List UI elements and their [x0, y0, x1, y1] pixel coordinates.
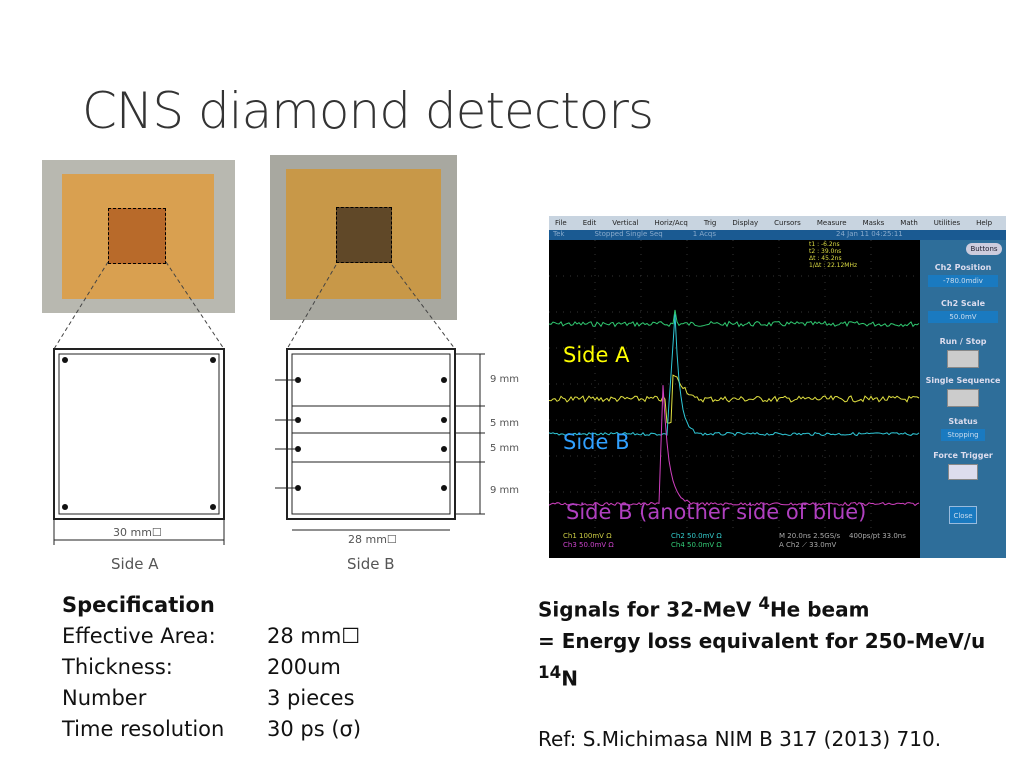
- menu-utilities: Utilities: [933, 219, 961, 227]
- ch2-setting: Ch2 50.0mV Ω: [671, 532, 722, 540]
- run-stop-label: Run / Stop: [939, 337, 987, 346]
- ch4-setting: Ch4 50.0mV Ω: [671, 541, 722, 549]
- force-trigger-button: [948, 464, 978, 480]
- ch1-setting: Ch1 100mV Ω: [563, 532, 612, 540]
- ch2-position-label: Ch2 Position: [934, 263, 992, 272]
- caption-text: N: [561, 666, 578, 691]
- record-length: 400ps/pt 33.0ns: [849, 532, 906, 540]
- scope-channel-footer: Ch1 100mV Ω Ch3 50.0mV Ω Ch2 50.0mV Ω Ch…: [549, 528, 920, 558]
- detector-photo-side-b: [270, 155, 457, 320]
- scope-control-panel: Buttons Ch2 Position -780.0mdiv Ch2 Scal…: [920, 240, 1006, 558]
- menu-vertical: Vertical: [612, 219, 639, 227]
- menu-file: File: [555, 219, 567, 227]
- cursor-dt: Δt : 45.2ns: [809, 255, 842, 262]
- caption-text: He beam: [769, 597, 870, 622]
- spec-labels: Effective Area: Thickness: Number Time reso…: [62, 621, 224, 745]
- caption-sup: 14: [538, 662, 562, 682]
- single-sequence-label: Single Sequence: [925, 376, 1001, 385]
- menu-masks: Masks: [862, 219, 885, 227]
- timebase: M 20.0ns 2.5GS/s: [779, 532, 841, 540]
- spec-value: 28 mm☐: [267, 624, 361, 648]
- caption-text: Signals for 32-MeV: [538, 597, 759, 622]
- status-value: Stopping: [941, 429, 985, 441]
- detector-photo-side-a: [42, 160, 235, 313]
- menu-trig: Trig: [703, 219, 717, 227]
- cursor-t2: t2 : 39.0ns: [809, 248, 842, 255]
- brand: Tek: [553, 230, 565, 238]
- page-title: CNS diamond detectors: [82, 82, 654, 140]
- menu-help: Help: [976, 219, 993, 227]
- waveform-ch4: [549, 309, 920, 328]
- ch2-position-value: -780.0mdiv: [928, 275, 998, 287]
- acq-state: Stopped Single Seq: [594, 230, 663, 238]
- dimension-b: 28 mm☐: [348, 533, 397, 546]
- detector-drawing: [53, 261, 485, 545]
- dimension-1: 9 mm: [490, 374, 520, 385]
- ch2-scale-value: 50.0mV: [928, 311, 998, 323]
- spec-label: Effective Area:: [62, 624, 216, 648]
- spec-value: 30 ps (σ): [267, 717, 362, 741]
- run-stop-button: [947, 350, 979, 368]
- reference: Ref: S.Michimasa NIM B 317 (2013) 710.: [538, 727, 942, 751]
- waveform-ch1: [549, 374, 920, 424]
- waveform-ch3: [549, 385, 920, 507]
- timestamp: 24 Jan 11 04:25:11: [836, 230, 903, 238]
- waveform-ch2: [549, 314, 920, 437]
- oscilloscope-screenshot: File Edit Vertical Horiz/Acq Trig Display Curs…: [549, 216, 1006, 558]
- spec-values: 28 mm☐ 200um 3 pieces 30 ps (σ): [267, 621, 361, 745]
- trigger-setting: A Ch2 ⟋ 33.0mV: [779, 541, 837, 549]
- annotation-side-b-other: Side B (another side of blue): [566, 500, 867, 524]
- dimension-4: 9 mm: [490, 485, 520, 496]
- close-button: Close: [949, 506, 977, 524]
- menu-horiz: Horiz/Acq: [654, 219, 688, 227]
- menu-display: Display: [732, 219, 759, 227]
- spec-value: 3 pieces: [267, 686, 355, 710]
- signals-caption: Signals for 32-MeV 4He beam = Energy los…: [538, 588, 1024, 694]
- menu-cursors: Cursors: [774, 219, 801, 227]
- spec-heading: Specification: [62, 593, 215, 617]
- dimension-a: 30 mm☐: [113, 526, 162, 539]
- annotation-side-b: Side B: [563, 430, 630, 454]
- acq-count: 1 Acqs: [692, 230, 717, 238]
- annotation-side-a: Side A: [563, 343, 630, 367]
- side-b-label: Side B: [347, 555, 395, 573]
- spec-label: Thickness:: [62, 655, 173, 679]
- scope-status-bar: Tek Stopped Single Seq 1 Acqs 24 Jan 11 04:…: [549, 230, 1006, 240]
- spec-label: Number: [62, 686, 147, 710]
- spec-label: Time resolution: [62, 717, 225, 741]
- menu-math: Math: [900, 219, 918, 227]
- side-a-label: Side A: [111, 555, 159, 573]
- caption-text: = Energy loss equivalent for 250-MeV/u: [538, 628, 986, 653]
- waveform-display: [549, 240, 920, 528]
- force-trigger-label: Force Trigger: [933, 451, 993, 460]
- cursor-freq: 1/Δt : 22.12MHz: [809, 262, 858, 269]
- ch2-scale-label: Ch2 Scale: [941, 299, 985, 308]
- buttons-button: Buttons: [966, 243, 1002, 255]
- ch3-setting: Ch3 50.0mV Ω: [563, 541, 614, 549]
- scope-menu: File Edit Vertical Horiz/Acq Trig Display Curs…: [549, 216, 1006, 230]
- cursor-t1: t1 : -6.2ns: [809, 241, 840, 248]
- cursor-readout: t1 : -6.2ns t2 : 39.0ns Δt : 45.2ns 1/Δt : …: [809, 241, 857, 269]
- single-sequence-button: [947, 389, 979, 407]
- menu-measure: Measure: [816, 219, 847, 227]
- spec-value: 200um: [267, 655, 341, 679]
- status-label: Status: [948, 417, 978, 426]
- dimension-2: 5 mm: [490, 418, 520, 429]
- caption-sup: 4: [758, 594, 770, 613]
- menu-edit: Edit: [582, 219, 597, 227]
- dimension-3: 5 mm: [490, 443, 520, 454]
